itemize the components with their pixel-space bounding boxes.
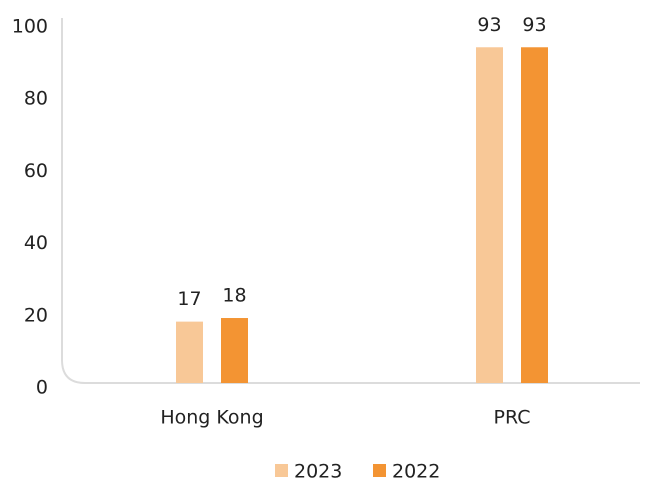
axis-line: [61, 18, 640, 384]
legend-swatch: [373, 464, 386, 477]
y-tick-label: 60: [24, 160, 48, 182]
y-tick-label: 80: [24, 88, 48, 110]
x-tick-label: PRC: [494, 407, 531, 429]
data-label: 18: [222, 285, 246, 307]
y-tick-label: 100: [12, 16, 48, 38]
legend-label: 2022: [392, 461, 440, 483]
data-label: 93: [477, 14, 501, 36]
data-label: 17: [177, 288, 201, 310]
legend-swatch: [275, 464, 288, 477]
bar: [176, 321, 203, 383]
data-label: 93: [522, 14, 546, 36]
bar: [221, 318, 248, 383]
bar: [476, 47, 503, 384]
y-tick-label: 0: [36, 377, 48, 399]
bar: [521, 47, 548, 384]
x-tick-label: Hong Kong: [160, 407, 263, 429]
legend-label: 2023: [294, 461, 342, 483]
y-tick-label: 40: [24, 232, 48, 254]
y-tick-label: 20: [24, 304, 48, 326]
